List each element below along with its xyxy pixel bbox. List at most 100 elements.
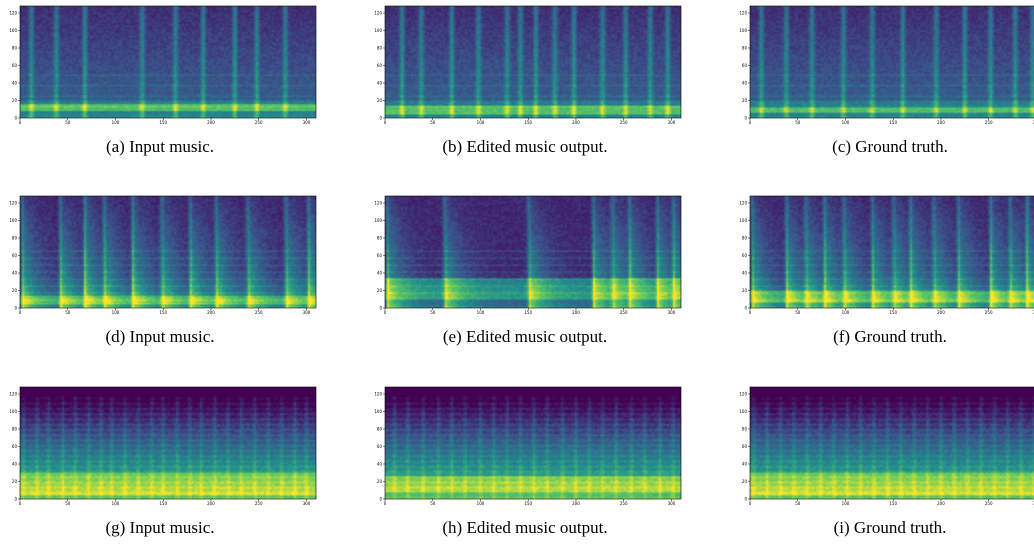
plot-frame: [749, 386, 1034, 500]
y-tick-label: 40: [742, 461, 748, 466]
x-tick-label: 200: [572, 120, 580, 124]
y-tick-label: 40: [12, 80, 18, 85]
x-tick-label: 50: [795, 310, 801, 314]
x-tick-label: 0: [19, 501, 22, 505]
y-tick-label: 0: [379, 305, 382, 310]
spectrogram-image: [750, 6, 1034, 118]
x-tick-label: 150: [889, 120, 897, 124]
spectrogram-plot: 0 50 100 150 200 250 300 0 20 40 60 80 100 120: [739, 195, 1034, 314]
x-tick-label: 100: [477, 120, 485, 124]
y-tick-label: 0: [744, 496, 747, 501]
y-tick-label: 60: [377, 63, 383, 68]
plot-frame: [384, 195, 682, 309]
x-tick-label: 150: [159, 310, 167, 314]
y-tick-label: 40: [377, 461, 383, 466]
spectrogram-image: [385, 387, 681, 499]
y-tick-label: 100: [9, 409, 17, 414]
subfigure-label: (c): [832, 137, 852, 156]
x-tick-label: 250: [620, 501, 628, 505]
plot-frame: [19, 5, 317, 119]
y-tick-label: 0: [14, 115, 17, 120]
y-tick-label: 20: [377, 98, 383, 103]
x-tick-label: 50: [430, 120, 436, 124]
x-tick-label: 50: [65, 501, 71, 505]
x-tick-label: 300: [1033, 120, 1034, 124]
subfigure-label: (a): [105, 137, 125, 156]
y-tick-label: 120: [9, 391, 17, 396]
plot-frame: [384, 5, 682, 119]
y-tick-label: 20: [12, 479, 18, 484]
y-tick-label: 60: [742, 253, 748, 258]
x-tick-label: 100: [112, 310, 120, 314]
y-tick-label: 100: [739, 218, 747, 223]
plot-frame: [19, 386, 317, 500]
subfigure-caption-text: Ground truth.: [855, 137, 948, 156]
x-tick-label: 150: [524, 501, 532, 505]
x-tick-label: 200: [937, 310, 945, 314]
x-tick-label: 200: [937, 120, 945, 124]
x-tick-label: 300: [303, 310, 311, 314]
subfigure-caption: (h) Edited music output.: [365, 518, 685, 538]
spectrogram-image: [20, 6, 316, 118]
y-tick-label: 80: [12, 45, 18, 50]
y-tick-label: 80: [377, 235, 383, 240]
subfigure-label: (b): [442, 137, 463, 156]
x-tick-label: 150: [524, 310, 532, 314]
subfigure-caption: (c) Ground truth.: [730, 137, 1034, 157]
x-tick-label: 300: [668, 120, 676, 124]
x-tick-label: 300: [668, 310, 676, 314]
x-tick-label: 300: [668, 501, 676, 505]
y-tick-label: 20: [742, 479, 748, 484]
spectrogram-image: [20, 387, 316, 499]
y-tick-label: 100: [9, 28, 17, 33]
y-tick-label: 0: [14, 496, 17, 501]
y-tick-label: 120: [739, 10, 747, 15]
x-tick-label: 150: [159, 120, 167, 124]
x-tick-label: 100: [112, 120, 120, 124]
subfigure-label: (g): [105, 518, 126, 537]
y-tick-label: 100: [9, 218, 17, 223]
y-tick-label: 100: [739, 409, 747, 414]
y-tick-label: 80: [377, 45, 383, 50]
y-tick-label: 60: [12, 63, 18, 68]
y-tick-label: 60: [377, 253, 383, 258]
x-tick-label: 50: [795, 501, 801, 505]
subfigure-caption: (b) Edited music output.: [365, 137, 685, 157]
x-tick-label: 100: [842, 310, 850, 314]
plot-frame: [749, 5, 1034, 119]
x-tick-label: 250: [985, 501, 993, 505]
x-tick-label: 250: [985, 310, 993, 314]
y-tick-label: 80: [377, 426, 383, 431]
x-tick-label: 0: [384, 310, 387, 314]
x-tick-label: 0: [749, 120, 752, 124]
spectrogram-plot: 0 50 100 150 200 250 300 0 20 40 60 80 100 120: [739, 386, 1034, 505]
y-tick-label: 0: [379, 496, 382, 501]
x-tick-label: 50: [65, 120, 71, 124]
x-tick-label: 150: [524, 120, 532, 124]
x-tick-label: 200: [207, 120, 215, 124]
subfigure-caption-text: Edited music output.: [465, 327, 608, 346]
subfigure-caption: (g) Input music.: [0, 518, 320, 538]
y-tick-label: 0: [379, 115, 382, 120]
x-tick-label: 0: [19, 120, 22, 124]
plot-frame: [19, 195, 317, 309]
y-tick-label: 120: [739, 200, 747, 205]
spectrogram-image: [750, 387, 1034, 499]
plot-frame: [749, 195, 1034, 309]
subfigure-label: (d): [105, 327, 126, 346]
x-tick-label: 250: [620, 120, 628, 124]
y-tick-label: 40: [12, 461, 18, 466]
y-tick-label: 40: [377, 80, 383, 85]
x-tick-label: 0: [749, 501, 752, 505]
y-tick-label: 20: [742, 288, 748, 293]
subfigure-caption-text: Ground truth.: [854, 327, 947, 346]
spectrogram-plot: 0 50 100 150 200 250 300 0 20 40 60 80 100 120: [739, 5, 1034, 124]
y-tick-label: 0: [744, 115, 747, 120]
spectrogram-plot: 0 50 100 150 200 250 300 0 20 40 60 80 100 120: [374, 386, 682, 505]
y-tick-label: 20: [377, 288, 383, 293]
x-tick-label: 100: [842, 501, 850, 505]
y-tick-label: 20: [12, 288, 18, 293]
y-tick-label: 100: [374, 218, 382, 223]
spectrogram-image: [20, 196, 316, 308]
y-tick-label: 60: [742, 63, 748, 68]
